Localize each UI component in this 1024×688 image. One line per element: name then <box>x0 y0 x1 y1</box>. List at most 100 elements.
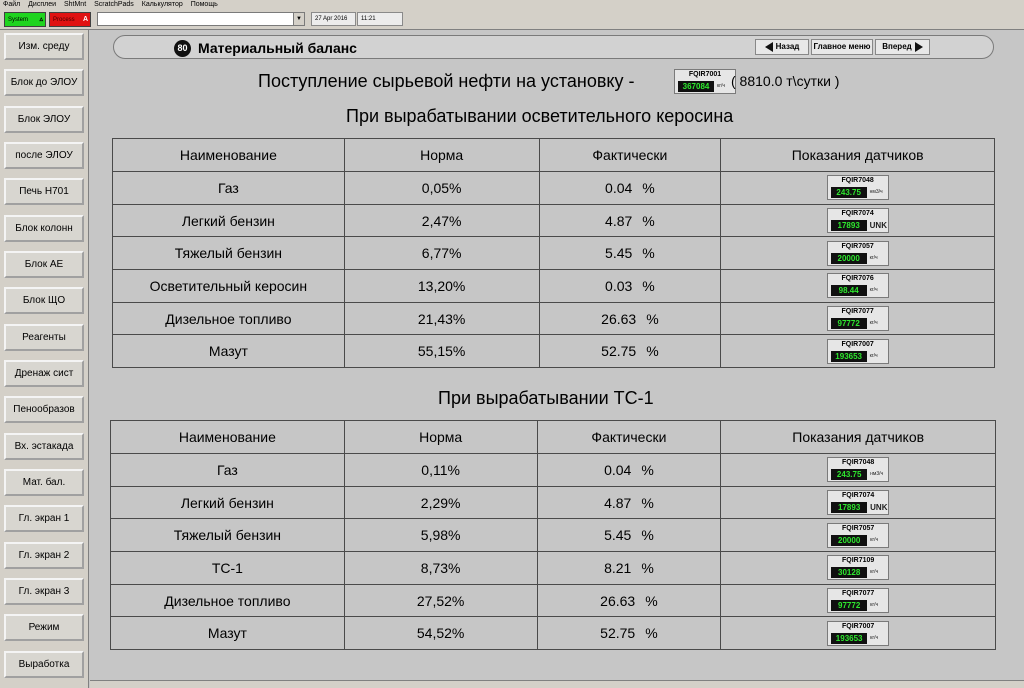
sensor-cell: FQIR7057 20000 кг/ч <box>720 236 995 271</box>
table-row: Мазут 55,15% 52.75% FQIR7007 193653 кг/ч <box>112 334 995 369</box>
sensor-readout[interactable]: FQIR7057 20000 кг/ч <box>827 522 890 548</box>
sensor-readout[interactable]: FQIR7076 98.44 кг/ч <box>826 273 889 299</box>
actual-value: 0.04 <box>604 461 632 478</box>
sensor-tag: FQIR7077 <box>842 590 875 598</box>
sensor-readout[interactable]: FQIR7057 20000 кг/ч <box>826 240 889 266</box>
sensor-readout[interactable]: FQIR7007 193653 кг/ч <box>826 338 889 364</box>
sidebar-item-main-screen-2[interactable]: Гл. экран 2 <box>4 542 84 569</box>
menu-item-calculator[interactable]: Калькулятор <box>141 1 183 8</box>
sidebar-item-change-env[interactable]: Изм. среду <box>4 33 84 60</box>
sensor-unit: кг/ч <box>870 569 879 576</box>
sensor-value: 30128 <box>831 567 868 579</box>
sensor-tag: FQIR7057 <box>841 242 874 250</box>
sensor-readout[interactable]: FQIR7001 367084 кг/ч <box>674 69 736 94</box>
sidebar-item-inlet-rack[interactable]: Вх. эстакада <box>4 433 84 460</box>
norm-value: 2,47% <box>343 203 540 238</box>
sidebar-item-before-elou[interactable]: Блок до ЭЛОУ <box>4 69 84 96</box>
back-button[interactable]: Назад <box>755 39 809 55</box>
sensor-unit: кг/ч <box>870 536 879 543</box>
table-row: Легкий бензин 2,47% 4.87% FQIR7074 17893 UNK <box>112 203 995 238</box>
product-name: Легкий бензин <box>110 485 345 520</box>
sidebar-item-main-screen-1[interactable]: Гл. экран 1 <box>4 505 84 532</box>
sensor-readout[interactable]: FQIR7007 193653 кг/ч <box>827 620 890 646</box>
norm-value: 55,15% <box>343 334 540 369</box>
back-label: Назад <box>775 42 800 51</box>
main-menu-button[interactable]: Главное меню <box>811 39 873 55</box>
percent-sign: % <box>642 277 655 294</box>
actual-value: 52.75 <box>600 625 636 642</box>
sensor-value: 20000 <box>831 534 868 546</box>
sensor-cell: FQIR7057 20000 кг/ч <box>720 518 996 553</box>
sensor-unit: кг/ч <box>717 83 726 89</box>
actual-value: 4.87 <box>604 494 632 511</box>
sidebar-item-columns[interactable]: Блок колонн <box>4 215 84 242</box>
sidebar-item-furnace[interactable]: Печь Н701 <box>4 178 84 205</box>
page-title: Материальный баланс <box>198 40 357 56</box>
sensor-tag: FQIR7074 <box>841 210 874 218</box>
product-name: Мазут <box>112 334 345 369</box>
menu-item-scratchpads[interactable]: ScratchPads <box>94 1 134 8</box>
sensor-cell: FQIR7074 17893 UNK <box>720 485 996 520</box>
sidebar-item-reagents[interactable]: Реагенты <box>4 324 84 351</box>
alarm-flag-icon: A <box>82 16 88 23</box>
process-alarm-label: Process <box>53 17 75 23</box>
sidebar-item-foam[interactable]: Пенообразов <box>4 396 84 423</box>
sensor-readout[interactable]: FQIR7077 97772 кг/ч <box>827 588 890 614</box>
process-alarm-button[interactable]: Process A <box>49 12 91 27</box>
norm-value: 0,05% <box>343 171 540 205</box>
arrow-right-icon <box>914 41 923 52</box>
sidebar-item-main-screen-3[interactable]: Гл. экран 3 <box>4 578 84 605</box>
sensor-readout[interactable]: FQIR7077 97772 кг/ч <box>826 306 889 332</box>
sensor-value: 97772 <box>830 318 867 330</box>
product-name: Мазут <box>110 616 345 651</box>
table-row: Осветительный керосин 13,20% 0.03% FQIR7076… <box>112 269 995 303</box>
chevron-down-icon[interactable]: ▼ <box>293 13 304 25</box>
sidebar-item-production[interactable]: Выработка <box>4 651 84 678</box>
sensor-tag: FQIR7048 <box>841 177 874 185</box>
sidebar-item-material-balance[interactable]: Мат. бал. <box>4 469 84 496</box>
sidebar-item-after-elou[interactable]: после ЭЛОУ <box>4 142 84 169</box>
table-row: Газ 0,11% 0.04% FQIR7048 243.75 нм3/ч <box>110 453 996 487</box>
sensor-readout[interactable]: FQIR7048 243.75 нм3/ч <box>827 457 890 483</box>
sensor-unit: нм3/ч <box>869 189 883 196</box>
sidebar-item-ae[interactable]: Блок АЕ <box>4 251 84 278</box>
sensor-value: 20000 <box>830 252 867 264</box>
table-body: Газ 0,05% 0.04% FQIR7048 243.75 нм3/ч Легкий б… <box>112 171 995 369</box>
norm-value: 6,77% <box>343 236 540 271</box>
sensor-tag: FQIR7057 <box>842 524 875 532</box>
sensor-readout[interactable]: FQIR7109 30128 кг/ч <box>827 555 890 581</box>
actual-cell: 0.04% <box>538 171 722 205</box>
menu-item-help[interactable]: Помощь <box>190 1 218 8</box>
sensor-cell: FQIR7076 98.44 кг/ч <box>720 269 995 303</box>
norm-value: 21,43% <box>343 301 540 336</box>
percent-sign: % <box>642 245 655 262</box>
sidebar-item-scho[interactable]: Блок ЩО <box>4 287 84 314</box>
sensor-readout[interactable]: FQIR7074 17893 UNK <box>827 490 890 516</box>
product-name: Тяжелый бензин <box>110 518 345 553</box>
percent-sign: % <box>645 592 658 609</box>
menu-item-file[interactable]: Файл <box>3 1 21 8</box>
crude-supply-line: Поступление сырьевой нефти на установку … <box>258 68 908 94</box>
table-row: Тяжелый бензин 5,98% 5.45% FQIR7057 20000 кг/… <box>110 518 996 553</box>
menu-item-displays[interactable]: Дисплеи <box>28 1 57 8</box>
sensor-cell: FQIR7077 97772 кг/ч <box>720 583 996 618</box>
sidebar-item-drainage[interactable]: Дренаж сист <box>4 360 84 387</box>
balance-table-ts1: Наименование Норма Фактически Показания … <box>110 420 996 651</box>
command-combobox[interactable]: ▼ <box>97 12 305 26</box>
sidebar-item-mode[interactable]: Режим <box>4 614 84 641</box>
actual-cell: 52.75% <box>538 334 722 369</box>
actual-cell: 5.45% <box>538 236 722 271</box>
column-header-norm: Норма <box>343 138 540 172</box>
norm-value: 27,52% <box>343 583 538 618</box>
sidebar-item-elou[interactable]: Блок ЭЛОУ <box>4 106 84 133</box>
sensor-readout[interactable]: FQIR7074 17893 UNK <box>826 208 889 234</box>
sensor-readout[interactable]: FQIR7048 243.75 нм3/ч <box>826 175 889 201</box>
forward-button[interactable]: Вперед <box>875 39 930 55</box>
sensor-value: 98.44 <box>830 285 867 297</box>
column-header-actual: Фактически <box>536 420 722 454</box>
crude-supply-label: Поступление сырьевой нефти на установку … <box>258 71 635 91</box>
table-row: Легкий бензин 2,29% 4.87% FQIR7074 17893 UNK <box>110 485 996 520</box>
system-alarm-button[interactable]: System ▵ <box>4 12 46 27</box>
menu-item-shtmnt[interactable]: ShtMnt <box>63 1 87 8</box>
sensor-value: 193653 <box>830 350 867 362</box>
